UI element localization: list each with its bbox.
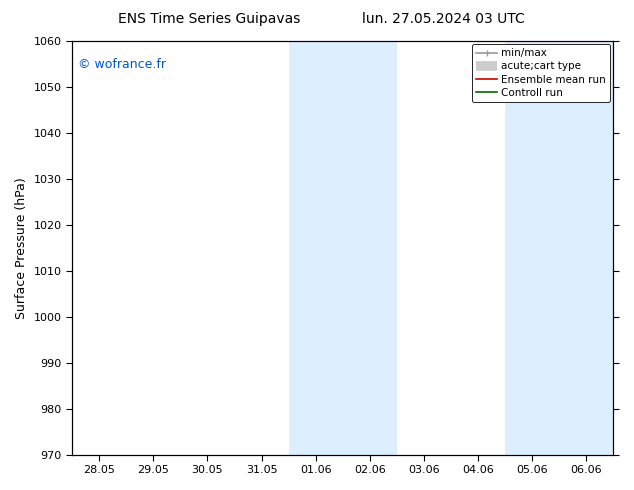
Legend: min/max, acute;cart type, Ensemble mean run, Controll run: min/max, acute;cart type, Ensemble mean … [472, 44, 611, 102]
Bar [505, 41, 614, 455]
Bar [288, 41, 397, 455]
Text: ENS Time Series Guipavas: ENS Time Series Guipavas [118, 12, 301, 26]
Y-axis label: Surface Pressure (hPa): Surface Pressure (hPa) [15, 177, 28, 318]
Text: © wofrance.fr: © wofrance.fr [77, 58, 165, 71]
Text: lun. 27.05.2024 03 UTC: lun. 27.05.2024 03 UTC [363, 12, 525, 26]
